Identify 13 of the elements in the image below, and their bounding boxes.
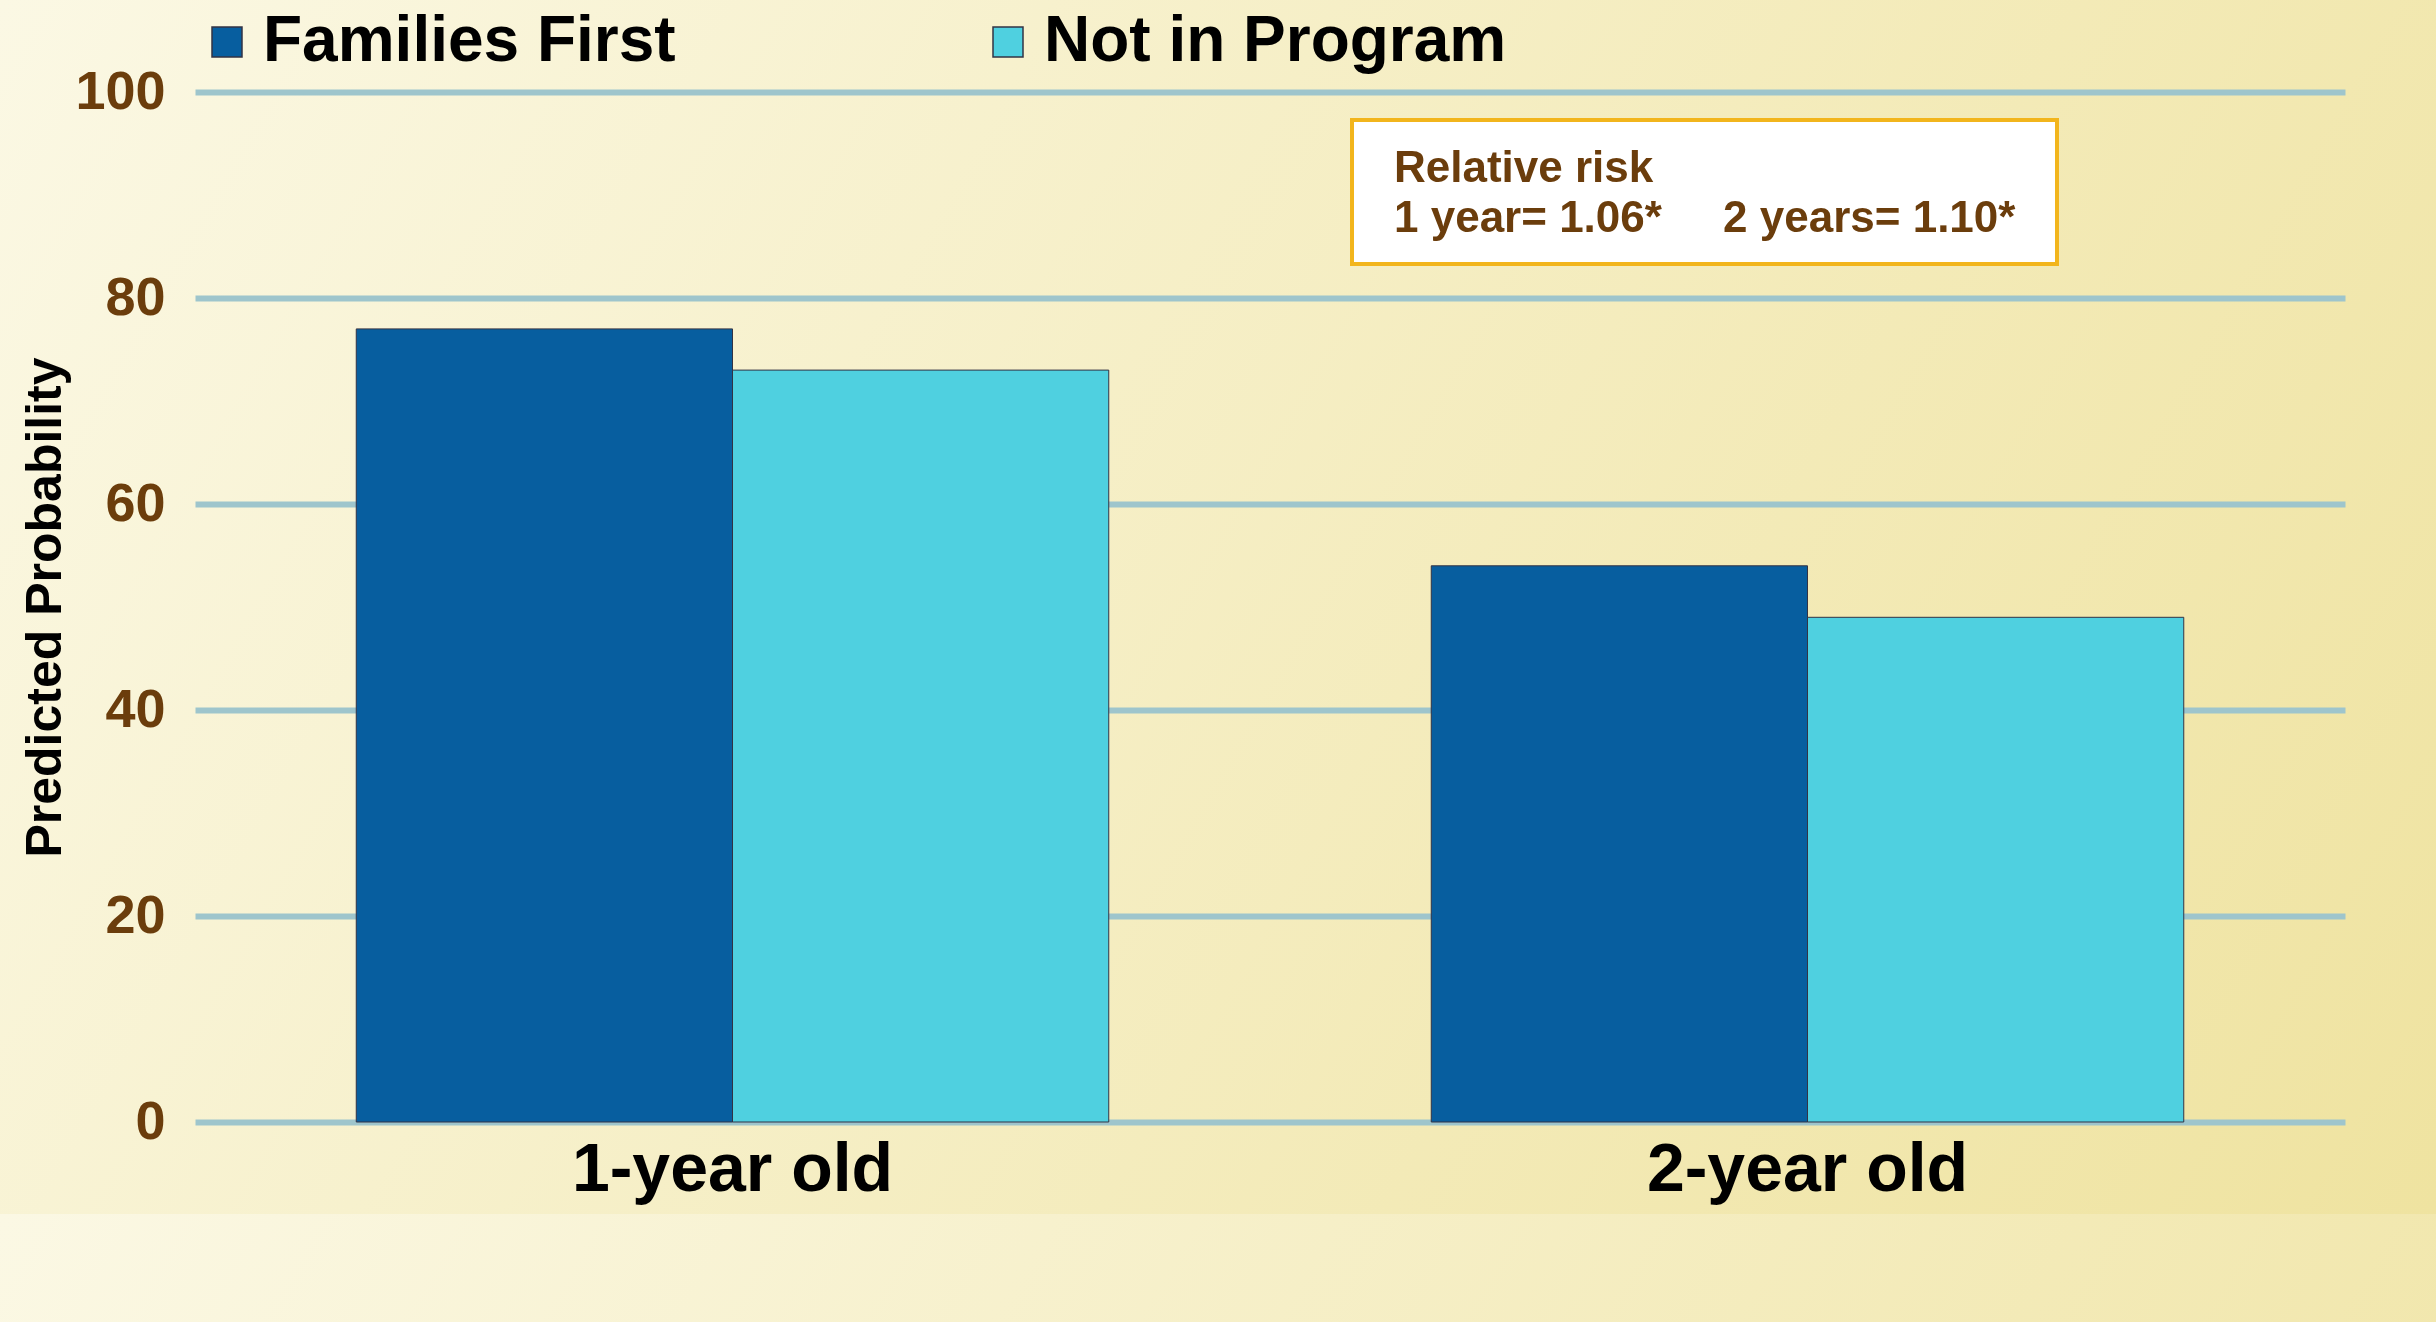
legend-label: Families First [263,3,676,75]
x-tick-label: 1-year old [571,1128,894,1205]
y-tick-label: 60 [105,471,166,532]
legend-label: Not in Program [1044,3,1507,75]
y-tick-label: 80 [105,265,166,326]
x-tick-label: 2-year old [1646,1128,1969,1205]
y-tick-label: 40 [105,677,166,738]
annotation: Relative risk [1394,142,1654,191]
y-axis-title: Predicted Probability [16,357,73,858]
y-tick-label: 20 [105,883,166,944]
y-tick-label: 0 [135,1089,166,1150]
y-tick-label: 100 [75,59,166,120]
annotation: 1 year= 1.06* 2 years= 1.10* [1394,192,2016,241]
